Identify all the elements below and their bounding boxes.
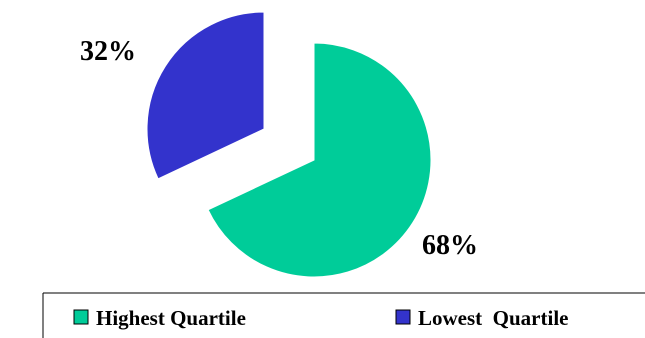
- legend-swatch-lowest-quartile: [395, 309, 411, 325]
- legend-label-highest-quartile: Highest Quartile: [96, 306, 246, 330]
- legend: Highest Quartile Lowest Quartile: [42, 292, 645, 338]
- pie-slice-highest-quartile: [207, 42, 432, 278]
- legend-swatch-highest-quartile: [73, 309, 89, 325]
- pie-slice-lowest-quartile: [146, 11, 265, 180]
- legend-frame: [42, 292, 645, 338]
- data-label-lowest-quartile: 32%: [80, 36, 136, 67]
- pie-slices: [146, 11, 432, 278]
- legend-label-lowest-quartile: Lowest Quartile: [418, 306, 568, 330]
- data-label-highest-quartile: 68%: [422, 230, 478, 261]
